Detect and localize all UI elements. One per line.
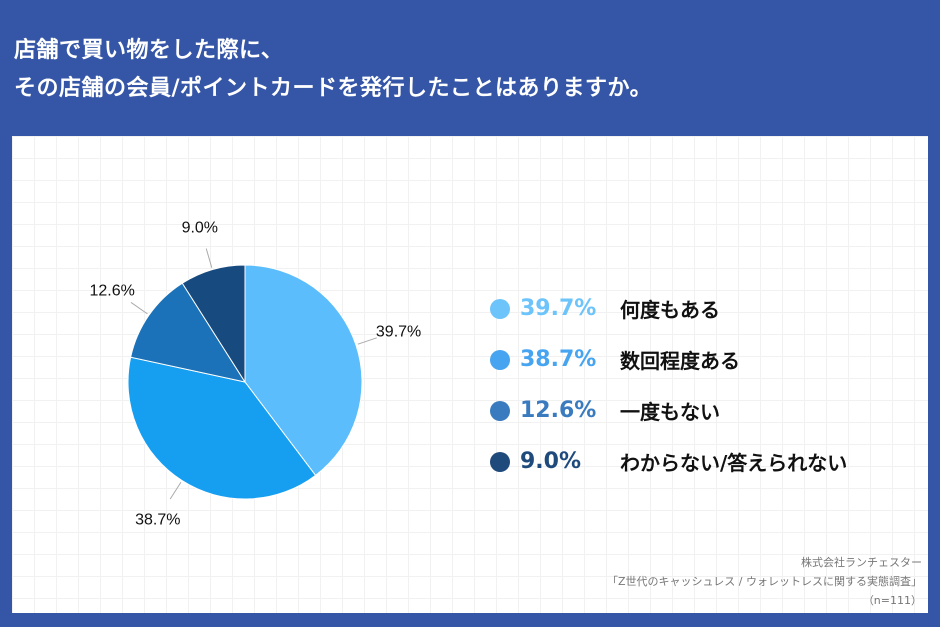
legend-label: 数回程度ある	[620, 349, 740, 373]
legend-percent: 12.6%	[520, 398, 597, 423]
legend-item: 9.0% わからない/答えられない	[490, 436, 847, 487]
data-label-0: 39.7%	[376, 323, 421, 340]
legend-label: 一度もない	[620, 400, 720, 424]
legend-item: 38.7% 数回程度ある	[490, 334, 847, 385]
leader-line-3	[205, 248, 213, 268]
data-label-3: 9.0%	[182, 219, 218, 236]
legend: 39.7% 何度もある 38.7% 数回程度ある 12.6% 一度もない 9.0% わからない…	[490, 283, 847, 487]
legend-dot-icon	[490, 298, 510, 319]
legend-dot-icon	[490, 400, 510, 421]
legend-percent: 38.7%	[520, 347, 597, 372]
data-label-1: 38.7%	[135, 512, 180, 529]
pie-slice-2	[130, 282, 247, 383]
legend-item: 12.6% 一度もない	[490, 385, 847, 436]
title-line-1: 店舗で買い物をした際に、	[14, 38, 284, 63]
leader-line-0	[357, 337, 377, 345]
legend-label: 何度もある	[620, 298, 720, 322]
chart-title: 店舗で買い物をした際に、 その店舗の会員/ポイントカードを発行したことはあります…	[14, 32, 652, 108]
pie-slice-0	[244, 264, 363, 477]
data-label-2: 12.6%	[89, 282, 134, 299]
leader-line-2	[130, 302, 148, 315]
source-survey: 「Z世代のキャッシュレス / ウォレットレスに関する実態調査」	[606, 575, 922, 588]
legend-label: わからない/答えられない	[620, 451, 848, 475]
pie-slice-3	[181, 264, 246, 384]
legend-percent: 9.0%	[520, 449, 582, 474]
legend-dot-icon	[490, 451, 510, 472]
legend-percent: 39.7%	[520, 296, 597, 321]
source-company: 株式会社ランチェスター	[801, 556, 922, 569]
title-line-2: その店舗の会員/ポイントカードを発行したことはありますか。	[14, 76, 653, 101]
legend-item: 39.7% 何度もある	[490, 283, 847, 334]
sample-size: （n=111）	[862, 594, 922, 607]
legend-dot-icon	[490, 349, 510, 370]
leader-line-1	[169, 482, 182, 500]
source-note: 株式会社ランチェスター 「Z世代のキャッシュレス / ウォレットレスに関する実態…	[607, 553, 922, 610]
pie-slice-1	[127, 356, 317, 500]
